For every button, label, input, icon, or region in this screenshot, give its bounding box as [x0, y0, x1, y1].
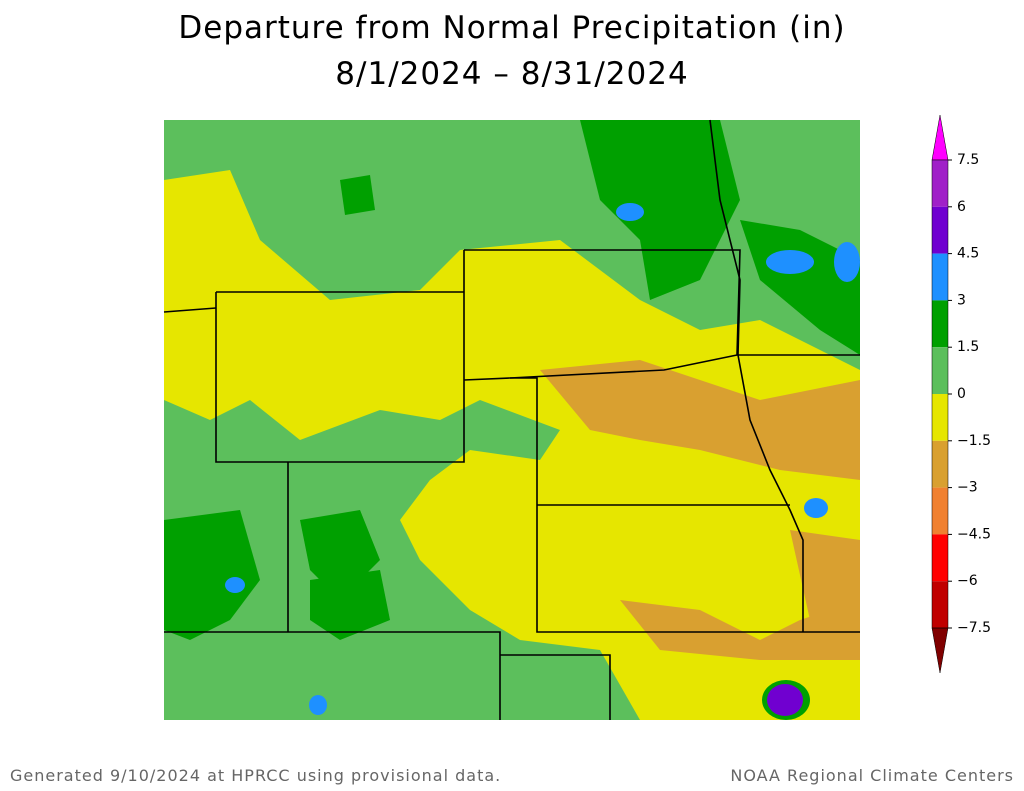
legend-tick-label: −4.5 [957, 526, 991, 542]
title: Departure from Normal Precipitation (in) [178, 10, 846, 46]
legend-arrow-top [931, 114, 949, 161]
legend-band [932, 487, 948, 535]
wet-zone [340, 175, 375, 215]
legend-tick-label: 6 [957, 199, 966, 215]
legend-band [932, 253, 948, 301]
dry-zone [620, 600, 860, 660]
wet-zone [580, 120, 740, 300]
very-wet-spot [225, 577, 245, 593]
extreme-wet-spot [767, 684, 803, 716]
wet-zone [740, 220, 860, 355]
legend-band [932, 534, 948, 582]
legend-tick-label: 0 [957, 386, 966, 402]
dry-zone [164, 170, 860, 720]
legend-band [932, 347, 948, 394]
legend-tick-label: 7.5 [957, 152, 979, 168]
legend-band [932, 160, 948, 207]
footer-left: Generated 9/10/2024 at HPRCC using provi… [10, 766, 502, 785]
very-wet-spot [616, 203, 644, 221]
legend-tick-label: 4.5 [957, 246, 979, 262]
legend-tick-label: −3 [957, 480, 978, 496]
very-wet-spot [309, 695, 327, 715]
legend-band [932, 300, 948, 348]
legend-tick-label: −1.5 [957, 433, 991, 449]
legend-tick-label: 1.5 [957, 339, 979, 355]
legend-tick-label: 3 [957, 292, 966, 308]
very-wet-spot [804, 498, 828, 518]
legend-band [932, 440, 948, 488]
state-borders [163, 119, 860, 720]
map [163, 119, 860, 720]
legend-band [932, 206, 948, 254]
subtitle: 8/1/2024 – 8/31/2024 [335, 56, 689, 92]
wet-zone [310, 570, 390, 640]
legend-band [932, 394, 948, 441]
legend-arrow-bottom [931, 627, 949, 674]
dry-zone [790, 530, 860, 640]
legend-tick-label: −6 [957, 573, 978, 589]
legend-tick-label: −7.5 [957, 620, 991, 636]
map-and-legend: 7.5 6 4.5 3 1.5 0 −1.5 −3 −4.5 −6 −7.5 [163, 114, 991, 720]
dry-zone [540, 360, 860, 480]
wet-zone [164, 510, 260, 640]
legend-band [932, 581, 948, 628]
very-wet-spot [766, 250, 814, 274]
very-wet-spot [834, 242, 860, 282]
footer-right: NOAA Regional Climate Centers [730, 766, 1014, 785]
legend: 7.5 6 4.5 3 1.5 0 −1.5 −3 −4.5 −6 −7.5 [931, 114, 991, 674]
